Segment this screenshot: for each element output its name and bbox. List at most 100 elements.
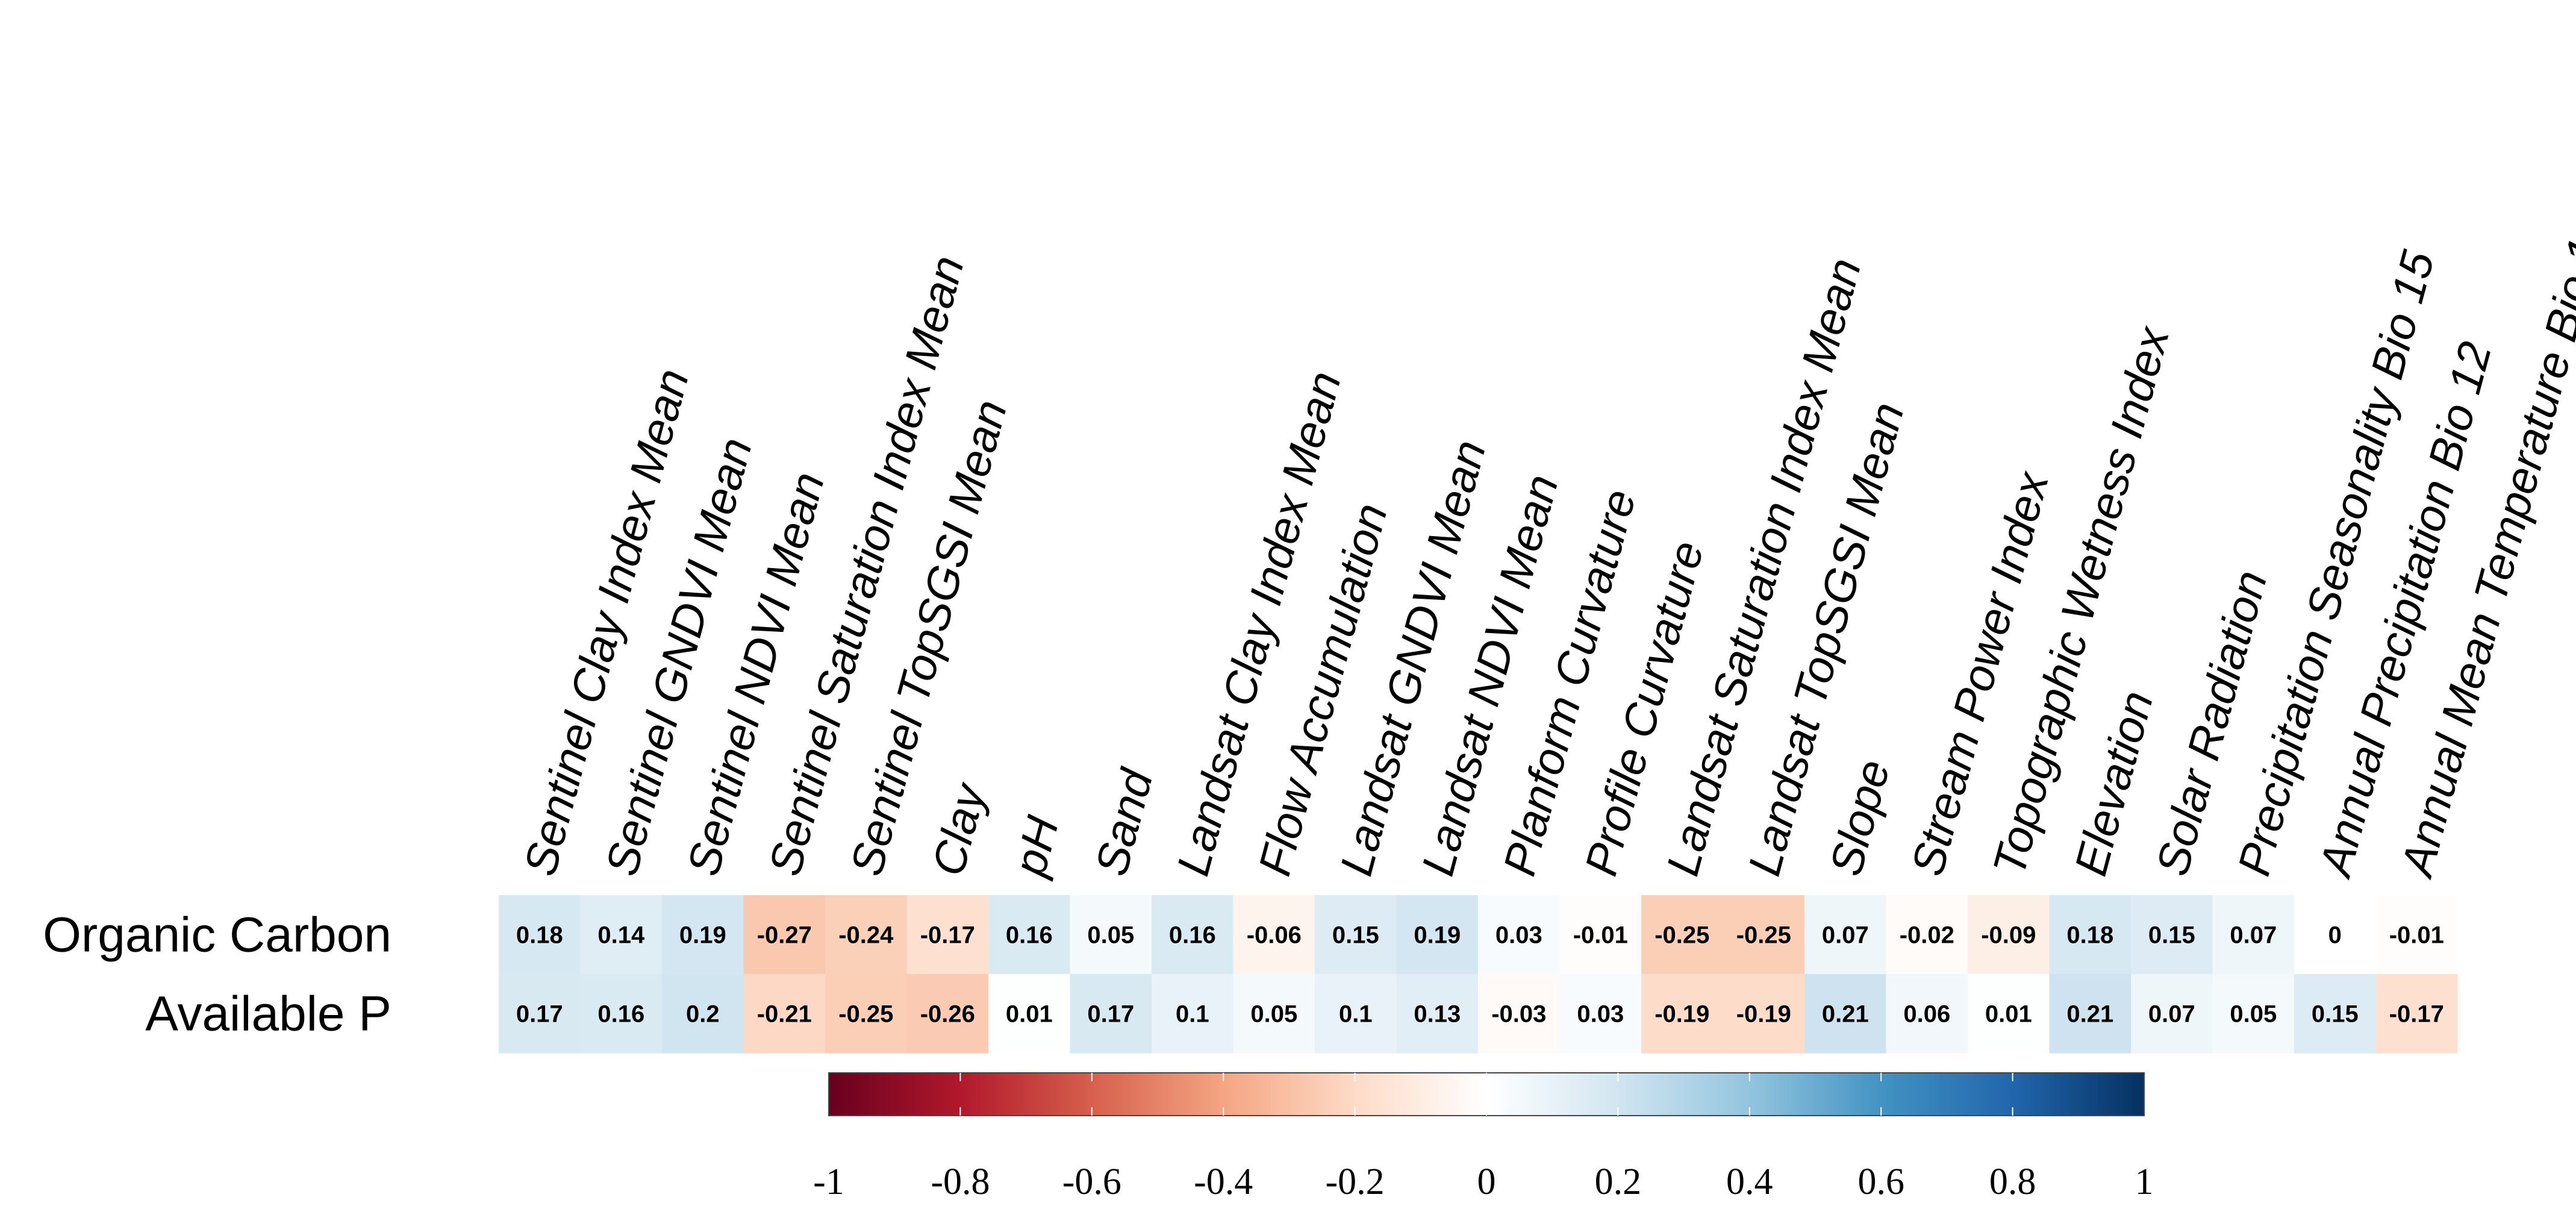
heatmap-cell xyxy=(2049,974,2132,1054)
cell-value-label: 0.16 xyxy=(1169,922,1216,949)
cell-value-label: 0.1 xyxy=(1176,1001,1209,1028)
cell-value-label: 0.2 xyxy=(686,1001,720,1028)
heatmap-cell xyxy=(1396,895,1479,975)
heatmap-cell xyxy=(825,974,908,1054)
cell-value-label: 0.1 xyxy=(1339,1001,1373,1028)
heatmap-cell xyxy=(906,974,989,1054)
heatmap-cell xyxy=(1396,974,1479,1054)
heatmap-cell xyxy=(1233,974,1315,1054)
heatmap-cell xyxy=(1804,974,1887,1054)
cell-value-label: -0.17 xyxy=(2389,1001,2444,1028)
column-label: Sand xyxy=(1086,763,1164,881)
heatmap-cell xyxy=(1070,974,1152,1054)
heatmap-cell xyxy=(662,974,744,1054)
heatmap-cell xyxy=(1152,895,1234,975)
cell-value-label: 0.01 xyxy=(1985,1001,2032,1028)
cell-value-label: 0.19 xyxy=(1414,922,1461,949)
heatmap-cell xyxy=(743,895,826,975)
cell-value-label: -0.27 xyxy=(757,922,812,949)
heatmap-cell xyxy=(580,974,663,1054)
cell-value-label: 0.14 xyxy=(597,922,645,949)
heatmap-cell xyxy=(1559,895,1642,975)
heatmap-cell xyxy=(1723,974,1805,1054)
heatmap-cell xyxy=(1315,895,1397,975)
cell-value-label: 0.15 xyxy=(1332,922,1379,949)
heatmap-cell xyxy=(988,895,1071,975)
heatmap-cell xyxy=(580,895,663,975)
heatmap-cell xyxy=(1070,895,1152,975)
colorbar-tick-label: 0.8 xyxy=(1989,1161,2036,1202)
column-label: Slope xyxy=(1820,755,1900,881)
heatmap-cell xyxy=(1315,974,1397,1054)
heatmap-cell xyxy=(2294,974,2377,1054)
heatmap-cell xyxy=(988,974,1071,1054)
cell-value-label: 0.16 xyxy=(1006,922,1053,949)
colorbar-tick-label: 1 xyxy=(2135,1161,2154,1202)
cell-value-label: -0.21 xyxy=(757,1001,812,1028)
cell-value-label: 0.15 xyxy=(2148,922,2195,949)
cell-value-label: 0.05 xyxy=(2230,1001,2277,1028)
cell-value-label: 0.19 xyxy=(679,922,726,949)
cell-value-label: 0 xyxy=(2328,922,2342,949)
heatmap-cell xyxy=(1804,895,1887,975)
heatmap-cell xyxy=(2375,974,2458,1054)
cell-value-label: 0.16 xyxy=(597,1001,644,1028)
cell-value-label: 0.13 xyxy=(1414,1001,1461,1028)
heatmap-cell xyxy=(2212,895,2295,975)
cell-value-label: -0.01 xyxy=(2389,922,2444,949)
cell-value-label: 0.05 xyxy=(1250,1001,1297,1028)
cell-value-label: -0.25 xyxy=(1736,922,1791,949)
heatmap-cell xyxy=(1886,974,1968,1054)
colorbar-tick-label: -0.2 xyxy=(1326,1161,1385,1202)
column-label: pH xyxy=(1004,811,1069,882)
cell-value-label: 0.17 xyxy=(1087,1001,1134,1028)
cell-value-label: -0.02 xyxy=(1900,922,1954,949)
cell-value-label: -0.01 xyxy=(1573,922,1628,949)
colorbar-tick-label: -0.4 xyxy=(1194,1161,1253,1202)
heatmap-cell xyxy=(2131,895,2213,975)
heatmap-cell xyxy=(1968,974,2050,1054)
cell-value-label: 0.06 xyxy=(1903,1001,1950,1028)
cell-value-label: -0.25 xyxy=(838,1001,893,1028)
cell-value-label: -0.09 xyxy=(1981,922,2036,949)
cell-value-label: -0.17 xyxy=(920,922,975,949)
colorbar-tick-label: 0.4 xyxy=(1726,1161,1773,1202)
heatmap-cell xyxy=(1233,895,1315,975)
cell-value-label: 0.01 xyxy=(1006,1001,1053,1028)
heatmap-cell xyxy=(825,895,908,975)
heatmap-cell xyxy=(1478,974,1561,1054)
heatmap-cell xyxy=(743,974,826,1054)
colorbar: -1 -0.8 -0.6 -0.4 -0.2 0 0.2 0.4 0.6 0.8 1 xyxy=(813,1072,2154,1202)
heatmap-cell xyxy=(1641,895,1724,975)
heatmap-cell xyxy=(906,895,989,975)
heatmap-cell xyxy=(1559,974,1642,1054)
row-label: Organic Carbon xyxy=(43,908,391,963)
heatmap-cell xyxy=(499,895,581,975)
colorbar-tick-label: 0.2 xyxy=(1595,1161,1642,1202)
cell-value-label: -0.19 xyxy=(1736,1001,1791,1028)
heatmap-cell xyxy=(1152,974,1234,1054)
heatmap-cell xyxy=(2294,895,2377,975)
cell-value-label: 0.05 xyxy=(1087,922,1134,949)
heatmap-cell xyxy=(2212,974,2295,1054)
column-label: Clay xyxy=(923,777,996,881)
heatmap-cell xyxy=(662,895,744,975)
colorbar-tick-label: -1 xyxy=(813,1161,844,1202)
cell-value-label: -0.06 xyxy=(1247,922,1302,949)
column-label: Elevation xyxy=(2065,686,2163,881)
cell-value-label: 0.07 xyxy=(1822,922,1869,949)
heatmap-cell xyxy=(1641,974,1724,1054)
cell-value-label: 0.07 xyxy=(2148,1001,2195,1028)
colorbar-tick-label: -0.8 xyxy=(931,1161,990,1202)
heatmap-cells: 0.18 0.14 0.19 -0.27 -0.24 -0.17 0.16 0.05 0.16 -… xyxy=(499,895,2458,1054)
row-label: Available P xyxy=(145,987,391,1042)
cell-value-label: 0.18 xyxy=(2066,922,2113,949)
cell-value-label: 0.15 xyxy=(2312,1001,2359,1028)
cell-value-label: -0.26 xyxy=(920,1001,975,1028)
heatmap-cell xyxy=(1723,895,1805,975)
colorbar-tick-label: -0.6 xyxy=(1062,1161,1121,1202)
row-labels: Organic Carbon Available P xyxy=(43,908,391,1042)
colorbar-tick-label: 0.6 xyxy=(1857,1161,1904,1202)
